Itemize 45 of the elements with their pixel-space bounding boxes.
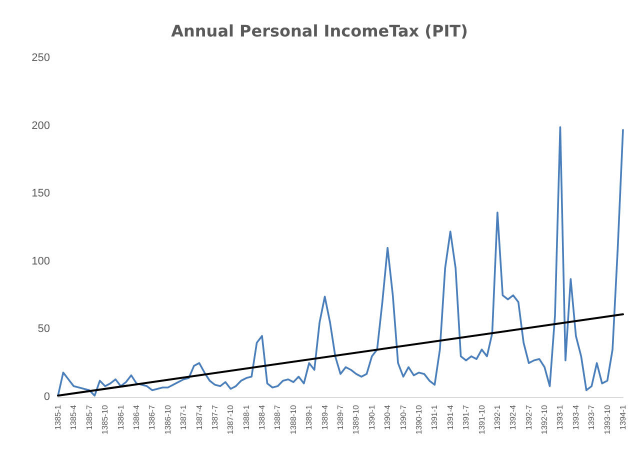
x-tick-label: 1386-4 <box>132 404 141 430</box>
x-tick-label: 1389-4 <box>320 404 330 430</box>
x-tick-label: 1390-1 <box>367 404 376 430</box>
x-tick-label: 1385-7 <box>84 404 94 430</box>
x-tick-label: 1392-7 <box>524 404 534 430</box>
x-tick-label: 1388-10 <box>288 404 298 434</box>
x-tick-label: 1394-1 <box>618 404 628 430</box>
x-tick-label: 1391-10 <box>477 404 486 434</box>
x-tick-label: 1393-10 <box>602 404 612 434</box>
x-tick-label: 1392-4 <box>508 404 518 430</box>
y-tick-label: 0 <box>44 391 50 403</box>
x-tick-label: 1390-10 <box>414 404 424 434</box>
x-tick-label: 1391-7 <box>462 404 471 430</box>
x-tick-label: 1391-4 <box>446 404 455 430</box>
x-tick-label: 1389-10 <box>352 404 361 434</box>
x-tick-label: 1388-7 <box>273 404 282 430</box>
x-tick-label: 1389-7 <box>336 404 345 430</box>
chart-title: Annual Personal IncomeTax (PIT) <box>171 22 468 40</box>
x-tick-label: 1387-7 <box>210 404 220 430</box>
x-tick-label: 1390-4 <box>383 404 392 430</box>
y-tick-label: 100 <box>32 255 50 268</box>
y-tick-label: 50 <box>38 323 50 336</box>
y-tick-label: 200 <box>32 120 50 132</box>
x-tick-label: 1385-1 <box>54 404 62 430</box>
y-tick-label: 150 <box>32 188 50 200</box>
x-tick-label: 1392-10 <box>540 404 550 434</box>
x-tick-label: 1390-7 <box>398 404 408 430</box>
x-tick-label: 1392-1 <box>492 404 502 430</box>
x-tick-label: 1385-10 <box>100 404 110 434</box>
x-tick-label: 1389-1 <box>304 404 314 430</box>
x-tick-label: 1386-1 <box>116 404 126 430</box>
x-tick-label: 1385-4 <box>69 404 78 430</box>
x-tick-label: 1387-4 <box>194 404 204 430</box>
x-tick-label: 1388-1 <box>242 404 251 430</box>
x-tick-label: 1388-4 <box>258 404 267 430</box>
x-tick-label: 1387-10 <box>226 404 236 434</box>
x-tick-label: 1386-7 <box>148 404 157 430</box>
x-tick-label: 1387-1 <box>179 404 188 430</box>
x-tick-label: 1393-4 <box>571 404 580 430</box>
line-series <box>57 126 624 397</box>
x-tick-label: 1393-1 <box>556 404 565 430</box>
x-tick-label: 1391-1 <box>430 404 440 430</box>
y-tick-label: 250 <box>32 52 50 64</box>
x-tick-label: 1393-7 <box>587 404 596 430</box>
x-tick-label: 1386-10 <box>163 404 172 434</box>
